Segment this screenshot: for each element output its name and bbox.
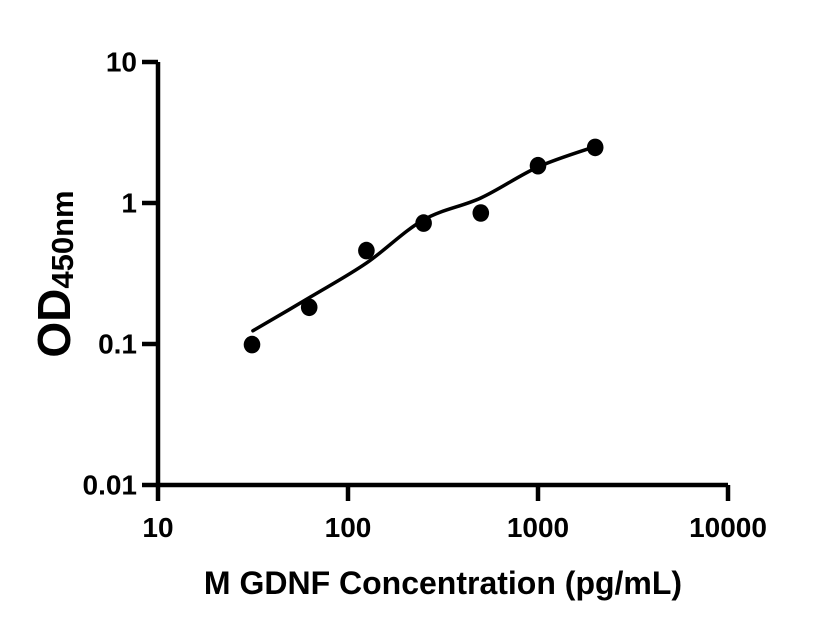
data-point-marker [586, 138, 604, 157]
data-point-marker [358, 241, 375, 260]
x-axis-title: M GDNF Concentration (pg/mL) [204, 565, 682, 601]
y-tick-label: 0.01 [83, 470, 138, 501]
plot-area: 10 100 1000 10000 10 1 0.1 0.01 [83, 47, 767, 544]
y-axis-title-main: OD [28, 289, 80, 358]
x-tick-label: 10000 [689, 512, 767, 543]
x-tick-label: 100 [325, 512, 372, 543]
y-tick-label: 0.1 [98, 329, 137, 360]
data-point-marker [415, 214, 432, 232]
data-point-marker [300, 298, 318, 317]
data-point-marker [529, 156, 547, 175]
y-tick-label: 10 [106, 47, 137, 78]
y-axis-title-subscript: 450nm [45, 190, 80, 288]
x-tick-label: 10 [142, 512, 173, 543]
data-point-marker [243, 335, 261, 354]
x-tick-label: 1000 [507, 512, 569, 543]
axis-lines [155, 62, 728, 488]
y-tick-label: 1 [121, 188, 137, 219]
data-point-marker [472, 204, 490, 222]
y-axis-title: OD450nm [28, 190, 80, 357]
